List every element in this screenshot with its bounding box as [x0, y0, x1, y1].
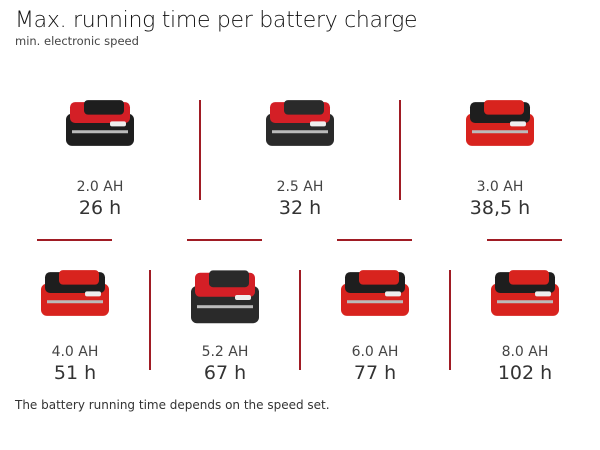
battery-runtime: 51 h [53, 362, 97, 384]
divider [199, 100, 201, 200]
battery-capacity: 3.0 AH [476, 179, 524, 195]
battery-capacity: 8.0 AH [501, 344, 549, 360]
battery-item: 2.0 AH 26 h [25, 98, 175, 219]
battery-pack-icon [341, 270, 409, 316]
divider [399, 100, 401, 200]
footer-note: The battery running time depends on the … [15, 398, 330, 412]
battery-item: 6.0 AH 77 h [300, 268, 450, 384]
divider [337, 239, 412, 241]
battery-pack-icon [266, 100, 334, 146]
divider [37, 239, 112, 241]
battery-capacity: 2.0 AH [76, 179, 124, 195]
divider [187, 239, 262, 241]
battery-runtime: 67 h [203, 362, 247, 384]
battery-runtime: 38,5 h [469, 197, 531, 219]
battery-item: 3.0 AH 38,5 h [425, 98, 575, 219]
battery-item: 8.0 AH 102 h [450, 268, 600, 384]
battery-pack-icon [466, 100, 534, 146]
battery-runtime: 32 h [278, 197, 322, 219]
battery-pack-icon [66, 100, 134, 146]
battery-capacity: 6.0 AH [351, 344, 399, 360]
divider [299, 270, 301, 370]
battery-runtime: 26 h [78, 197, 122, 219]
page-title: Max. running time per battery charge [15, 8, 418, 33]
battery-item: 4.0 AH 51 h [0, 268, 150, 384]
divider [487, 239, 562, 241]
battery-runtime: 77 h [353, 362, 397, 384]
divider [149, 270, 151, 370]
battery-pack-icon [491, 270, 559, 316]
battery-capacity: 4.0 AH [51, 344, 99, 360]
divider [449, 270, 451, 370]
page-subtitle: min. electronic speed [15, 34, 139, 48]
battery-runtime: 102 h [497, 362, 553, 384]
battery-item: 2.5 AH 32 h [225, 98, 375, 219]
battery-item: 5.2 AH 67 h [150, 268, 300, 384]
battery-pack-icon [191, 270, 259, 324]
battery-capacity: 5.2 AH [201, 344, 249, 360]
battery-pack-icon [41, 270, 109, 316]
battery-capacity: 2.5 AH [276, 179, 324, 195]
